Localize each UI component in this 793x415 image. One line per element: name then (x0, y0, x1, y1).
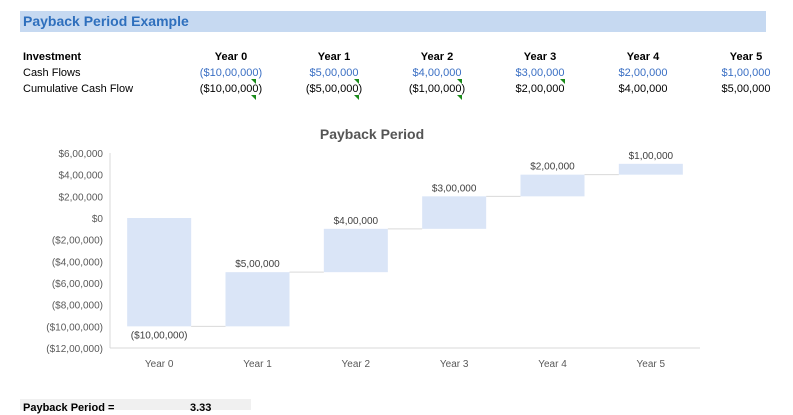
header-year-2[interactable]: Year 2 (420, 51, 454, 63)
waterfall-bar (323, 228, 388, 273)
chart-title: Payback Period (320, 126, 424, 142)
x-tick-label: Year 4 (538, 359, 567, 370)
x-tick-label: Year 2 (342, 359, 371, 370)
waterfall-bar (422, 196, 487, 229)
cumulative-cell-4[interactable]: $4,00,000 (618, 83, 668, 95)
y-tick-label: ($2,00,000) (52, 236, 103, 247)
data-label: $3,00,000 (432, 183, 477, 194)
y-tick-label: ($6,00,000) (52, 279, 103, 290)
y-tick-label: $2,00,000 (59, 192, 104, 203)
error-indicator-icon (354, 95, 359, 100)
header-year-1[interactable]: Year 1 (317, 51, 351, 63)
x-tick-label: Year 1 (243, 359, 272, 370)
x-tick-label: Year 0 (145, 359, 174, 370)
waterfall-bar (618, 163, 683, 175)
cash-flow-cell-3[interactable]: $3,00,000 (515, 67, 565, 79)
y-tick-label: ($10,00,000) (46, 322, 103, 333)
x-tick-label: Year 5 (637, 359, 666, 370)
data-label: ($10,00,000) (131, 330, 188, 341)
error-indicator-icon (354, 79, 359, 84)
header-year-0[interactable]: Year 0 (214, 51, 248, 63)
data-label: $2,00,000 (530, 162, 575, 173)
waterfall-bar (225, 272, 290, 327)
cash-flow-cell-2[interactable]: $4,00,000 (412, 67, 462, 79)
data-label: $5,00,000 (235, 259, 280, 270)
waterfall-bar (127, 218, 192, 327)
payback-period-value[interactable]: 3.33 (190, 402, 212, 414)
y-tick-label: ($8,00,000) (52, 301, 103, 312)
error-indicator-icon (457, 79, 462, 84)
cash-flow-cell-4[interactable]: $2,00,000 (618, 67, 668, 79)
header-year-5[interactable]: Year 5 (729, 51, 763, 63)
header-investment[interactable]: Investment (23, 51, 82, 63)
error-indicator-icon (457, 95, 462, 100)
header-year-4[interactable]: Year 4 (626, 51, 660, 63)
error-indicator-icon (560, 79, 565, 84)
sheet-title[interactable]: Payback Period Example (20, 11, 766, 32)
data-label: $1,00,000 (629, 151, 674, 162)
y-tick-label: ($12,00,000) (46, 344, 103, 355)
y-tick-label: $6,00,000 (59, 149, 104, 160)
cumulative-cell-3[interactable]: $2,00,000 (515, 83, 565, 95)
error-indicator-icon (251, 79, 256, 84)
data-label: $4,00,000 (334, 216, 379, 227)
cash-flow-cell-0[interactable]: ($10,00,000) (199, 67, 263, 79)
x-tick-label: Year 3 (440, 359, 469, 370)
header-year-3[interactable]: Year 3 (523, 51, 557, 63)
y-tick-label: ($4,00,000) (52, 257, 103, 268)
cumulative-cell-1[interactable]: ($5,00,000) (305, 83, 363, 95)
payback-row-background (20, 399, 251, 410)
cash-flow-cell-5[interactable]: $1,00,000 (721, 67, 771, 79)
payback-period-label[interactable]: Payback Period = (23, 402, 115, 414)
payback-chart[interactable]: Payback Period $6,00,000 $4,00,000 $2,00,00… (0, 110, 793, 385)
y-tick-label: $4,00,000 (59, 171, 104, 182)
row-label-cumulative[interactable]: Cumulative Cash Flow (23, 83, 134, 95)
y-tick-label: $0 (92, 214, 104, 225)
cumulative-cell-2[interactable]: ($1,00,000) (408, 83, 466, 95)
error-indicator-icon (251, 95, 256, 100)
cash-flow-cell-1[interactable]: $5,00,000 (309, 67, 359, 79)
row-label-cash-flows[interactable]: Cash Flows (23, 67, 81, 79)
waterfall-bar (520, 174, 585, 197)
cumulative-cell-5[interactable]: $5,00,000 (721, 83, 771, 95)
cumulative-cell-0[interactable]: ($10,00,000) (199, 83, 263, 95)
